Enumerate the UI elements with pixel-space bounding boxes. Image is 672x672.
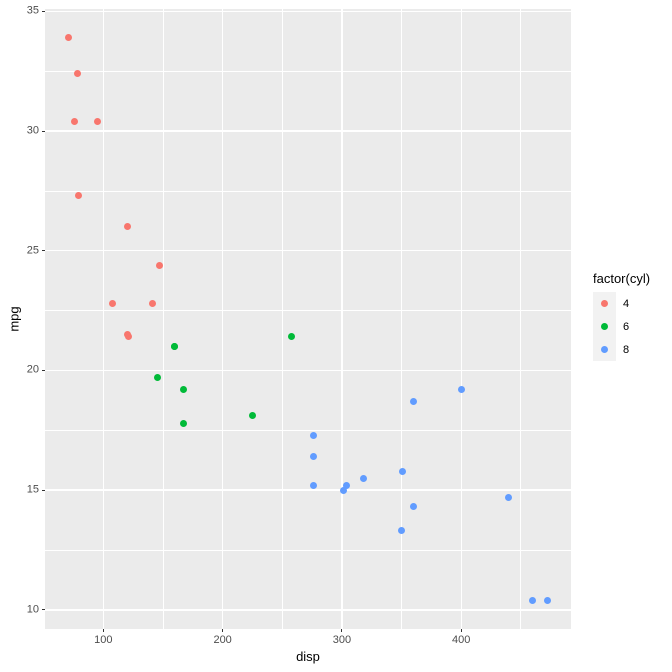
legend-dot-icon: [601, 300, 608, 307]
y-axis-tick-label: 25: [26, 244, 39, 257]
data-point-cyl8: [343, 481, 351, 489]
data-point-cyl8: [309, 453, 317, 461]
x-axis-title: disp: [296, 649, 320, 664]
plot-panel: [45, 9, 571, 629]
data-point-cyl6: [171, 343, 179, 351]
data-point-cyl4: [124, 333, 132, 341]
major-gridline-y: [45, 489, 571, 491]
data-point-cyl4: [155, 261, 163, 269]
y-axis-tick: [42, 10, 45, 12]
data-point-cyl8: [457, 386, 465, 394]
legend-key: [593, 292, 616, 315]
y-axis-tick-label: 15: [26, 483, 39, 496]
major-gridline-y: [45, 250, 571, 252]
major-gridline-y: [45, 609, 571, 611]
x-axis-tick: [222, 629, 224, 632]
major-gridline-x: [102, 9, 105, 629]
x-axis-tick-label: 200: [213, 634, 232, 646]
data-point-cyl6: [288, 333, 296, 341]
data-point-cyl4: [74, 192, 82, 200]
legend-entry-8: 8: [593, 338, 650, 361]
x-axis-tick-label: 400: [452, 634, 471, 646]
minor-gridline-y: [45, 190, 571, 192]
data-point-cyl4: [74, 70, 82, 78]
major-gridline-y: [45, 130, 571, 132]
y-axis-tick: [42, 489, 45, 491]
data-point-cyl8: [339, 486, 347, 494]
data-point-cyl8: [399, 467, 407, 475]
data-point-cyl4: [65, 34, 73, 42]
y-axis-tick: [42, 130, 45, 132]
minor-gridline-y: [45, 70, 571, 72]
data-point-cyl8: [359, 474, 367, 482]
minor-gridline-x: [281, 9, 283, 629]
legend-key: [593, 315, 616, 338]
data-point-cyl8: [410, 503, 418, 511]
data-point-cyl8: [505, 493, 513, 501]
legend-entry-label: 4: [623, 297, 630, 310]
major-gridline-y: [45, 10, 571, 13]
minor-gridline-x: [162, 9, 164, 629]
minor-gridline-y: [45, 310, 571, 312]
y-axis-tick-label: 30: [26, 124, 39, 137]
legend-entry-6: 6: [593, 315, 650, 338]
y-axis-tick: [42, 250, 45, 252]
legend-entry-label: 8: [623, 343, 630, 356]
data-point-cyl6: [180, 419, 188, 427]
data-point-cyl6: [180, 386, 188, 394]
y-axis-title: mpg: [6, 306, 22, 332]
data-point-cyl4: [109, 299, 117, 307]
x-axis-tick: [341, 629, 343, 632]
major-gridline-x: [341, 9, 343, 629]
y-axis-tick-label: 10: [26, 603, 39, 616]
x-axis-tick-label: 100: [94, 634, 113, 646]
minor-gridline-y: [45, 549, 571, 551]
data-point-cyl8: [309, 481, 317, 489]
data-point-cyl8: [529, 596, 537, 604]
major-gridline-y: [45, 369, 571, 372]
data-point-cyl8: [309, 431, 317, 439]
x-axis-tick: [460, 629, 462, 632]
legend-entry-4: 4: [593, 292, 650, 315]
legend-entry-label: 6: [623, 320, 630, 333]
major-gridline-x: [460, 9, 462, 629]
minor-gridline-x: [520, 9, 522, 629]
legend-dot-icon: [601, 323, 608, 330]
x-axis-tick: [102, 629, 104, 632]
legend-key: [593, 338, 616, 361]
x-axis-tick-label: 300: [332, 634, 352, 646]
data-point-cyl8: [543, 596, 551, 604]
data-point-cyl4: [124, 223, 132, 231]
legend-title: factor(cyl): [593, 271, 651, 286]
y-axis-tick: [42, 609, 45, 611]
data-point-cyl4: [148, 299, 156, 307]
legend-dot-icon: [601, 346, 608, 353]
legend: factor(cyl) 4 6 8: [593, 271, 650, 361]
minor-gridline-y: [45, 429, 571, 431]
minor-gridline-x: [401, 9, 402, 629]
data-point-cyl4: [93, 118, 101, 125]
data-point-cyl4: [70, 118, 78, 125]
y-axis-tick-label: 20: [26, 363, 39, 376]
major-gridline-x: [221, 9, 224, 629]
legend-keys: 4 6 8: [593, 292, 650, 361]
y-axis-tick-label: 35: [26, 4, 39, 17]
data-point-cyl8: [398, 527, 406, 535]
data-point-cyl8: [410, 398, 418, 406]
data-point-cyl6: [153, 374, 161, 382]
data-point-cyl6: [248, 412, 256, 420]
y-axis-tick: [42, 369, 45, 371]
